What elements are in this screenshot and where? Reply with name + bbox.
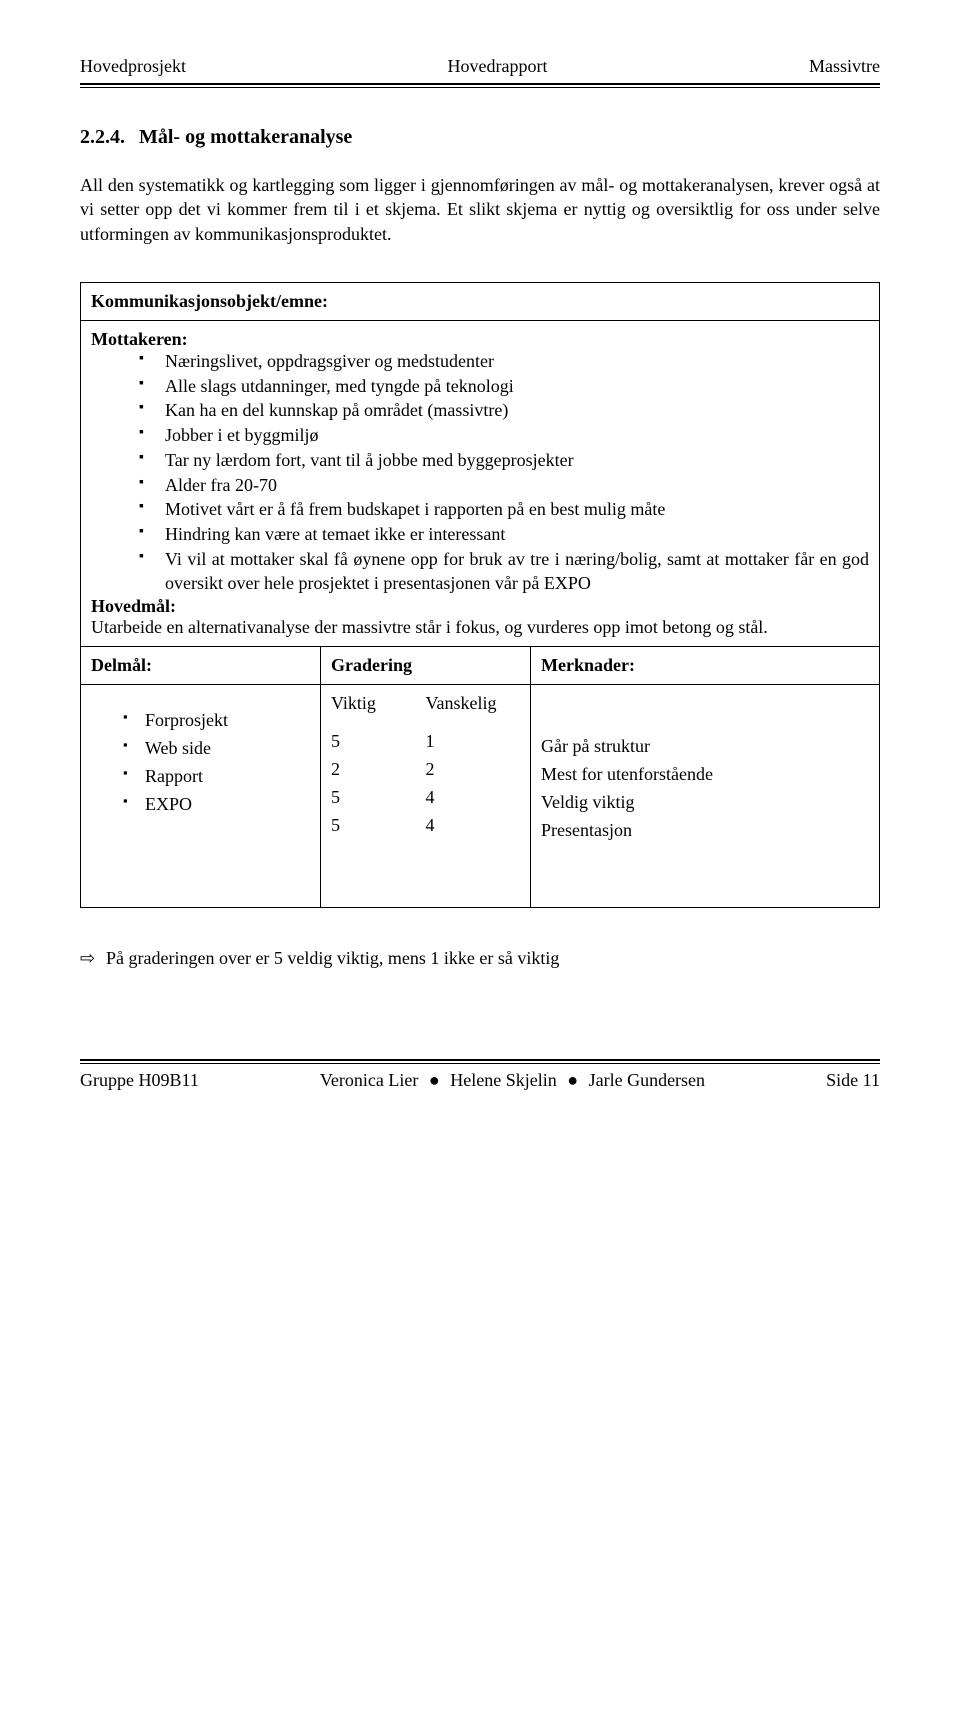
list-item: Næringslivet, oppdragsgiver og medstuden…: [139, 350, 869, 374]
page-header: Hovedprosjekt Hovedrapport Massivtre: [80, 56, 880, 77]
vanskelig-label: Vanskelig: [426, 693, 521, 714]
footnote: ⇨ På graderingen over er 5 veldig viktig…: [80, 948, 880, 969]
note: Mest for utenforstående: [541, 761, 869, 789]
vanskelig-values: 1 2 4 4: [426, 728, 521, 840]
value: 2: [331, 756, 426, 784]
delmal-col: Forprosjekt Web side Rapport EXPO: [81, 685, 321, 907]
value: 4: [426, 812, 521, 840]
value: 5: [331, 728, 426, 756]
list-item: Tar ny lærdom fort, vant til å jobbe med…: [139, 449, 869, 473]
delmal-header: Delmål:: [81, 647, 321, 684]
merknader-header: Merknader:: [531, 647, 879, 684]
list-item: Web side: [123, 735, 310, 763]
intro-paragraph: All den systematikk og kartlegging som l…: [80, 173, 880, 246]
value: 5: [331, 784, 426, 812]
list-item: Rapport: [123, 763, 310, 791]
header-right: Massivtre: [809, 56, 880, 77]
dot-icon: ●: [567, 1070, 578, 1090]
section-heading: 2.2.4. Mål- og mottakeranalyse: [80, 126, 880, 149]
value: 4: [426, 784, 521, 812]
hovedmal-label: Hovedmål:: [91, 596, 869, 617]
footer-left: Gruppe H09B11: [80, 1070, 199, 1091]
mottakeren-bullets: Næringslivet, oppdragsgiver og medstuden…: [91, 350, 869, 596]
note: Går på struktur: [541, 733, 869, 761]
row-kommunikasjonsobjekt: Kommunikasjonsobjekt/emne:: [81, 283, 879, 321]
header-rule: [80, 83, 880, 88]
hovedmal-text: Utarbeide en alternativanalyse der massi…: [91, 617, 869, 638]
footer-name: Jarle Gundersen: [589, 1070, 705, 1090]
viktig-values: 5 2 5 5: [331, 728, 426, 840]
gradering-header: Gradering: [321, 647, 531, 684]
header-left: Hovedprosjekt: [80, 56, 186, 77]
list-item: Vi vil at mottaker skal få øynene opp fo…: [139, 548, 869, 596]
footer-rule: [80, 1059, 880, 1064]
footnote-text: På graderingen over er 5 veldig viktig, …: [106, 948, 559, 968]
analysis-table: Kommunikasjonsobjekt/emne: Mottakeren: N…: [80, 282, 880, 908]
merknader-col: Går på struktur Mest for utenforstående …: [531, 685, 879, 907]
footer-name: Veronica Lier: [320, 1070, 418, 1090]
footer-center: Veronica Lier ● Helene Skjelin ● Jarle G…: [320, 1070, 705, 1091]
header-center: Hovedrapport: [448, 56, 548, 77]
list-item: EXPO: [123, 791, 310, 819]
note: Veldig viktig: [541, 789, 869, 817]
note: Presentasjon: [541, 817, 869, 845]
list-item: Hindring kan være at temaet ikke er inte…: [139, 523, 869, 547]
heading-number: 2.2.4.: [80, 126, 125, 149]
viktig-label: Viktig: [331, 693, 426, 714]
list-item: Jobber i et byggmiljø: [139, 424, 869, 448]
value: 1: [426, 728, 521, 756]
list-item: Motivet vårt er å få frem budskapet i ra…: [139, 498, 869, 522]
list-item: Alle slags utdanninger, med tyngde på te…: [139, 375, 869, 399]
list-item: Forprosjekt: [123, 707, 310, 735]
arrow-icon: ⇨: [80, 948, 95, 969]
mottakeren-label: Mottakeren:: [91, 329, 869, 350]
row-mottakeren-hovedmal: Mottakeren: Næringslivet, oppdragsgiver …: [81, 321, 879, 648]
value: 5: [331, 812, 426, 840]
heading-title: Mål- og mottakeranalyse: [139, 126, 352, 148]
row-headers: Delmål: Gradering Merknader:: [81, 647, 879, 685]
footer-name: Helene Skjelin: [450, 1070, 556, 1090]
list-item: Kan ha en del kunnskap på området (massi…: [139, 399, 869, 423]
page-footer: Gruppe H09B11 Veronica Lier ● Helene Skj…: [80, 1070, 880, 1091]
list-item: Alder fra 20-70: [139, 474, 869, 498]
footer-right: Side 11: [826, 1070, 880, 1091]
dot-icon: ●: [429, 1070, 440, 1090]
value: 2: [426, 756, 521, 784]
row-data: Forprosjekt Web side Rapport EXPO Viktig…: [81, 685, 879, 907]
gradering-col: Viktig Vanskelig 5 2 5 5 1 2 4 4: [321, 685, 531, 907]
